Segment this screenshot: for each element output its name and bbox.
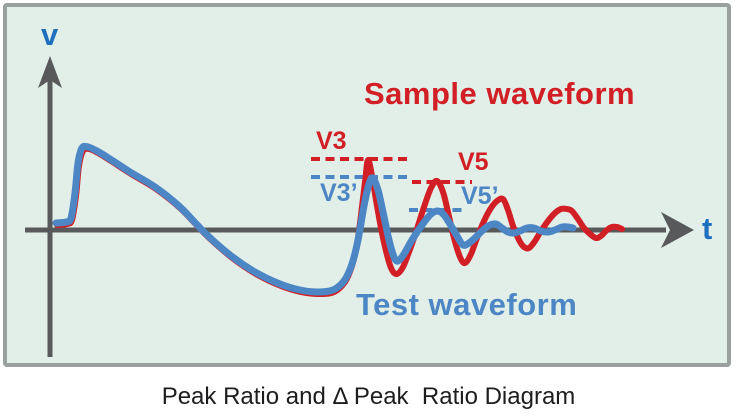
v-axis-label: v [41,17,59,52]
v3-prime-peak-label: V3’ [320,179,358,207]
test-waveform-label: Test waveform [356,287,578,322]
sample-waveform-label: Sample waveform [364,76,636,111]
v-axis-arrowhead-icon [38,56,62,88]
sample-waveform-path [54,145,625,297]
t-axis-arrowhead-icon [661,212,694,248]
v5-prime-peak-label: V5’ [461,182,499,210]
test-waveform-path [52,142,577,296]
t-axis-label: t [702,211,713,246]
v5-peak-label: V5 [458,148,489,176]
v3-peak-label: V3 [316,127,347,155]
figure-caption: Peak Ratio and Δ Peak Ratio Diagram [161,383,576,410]
